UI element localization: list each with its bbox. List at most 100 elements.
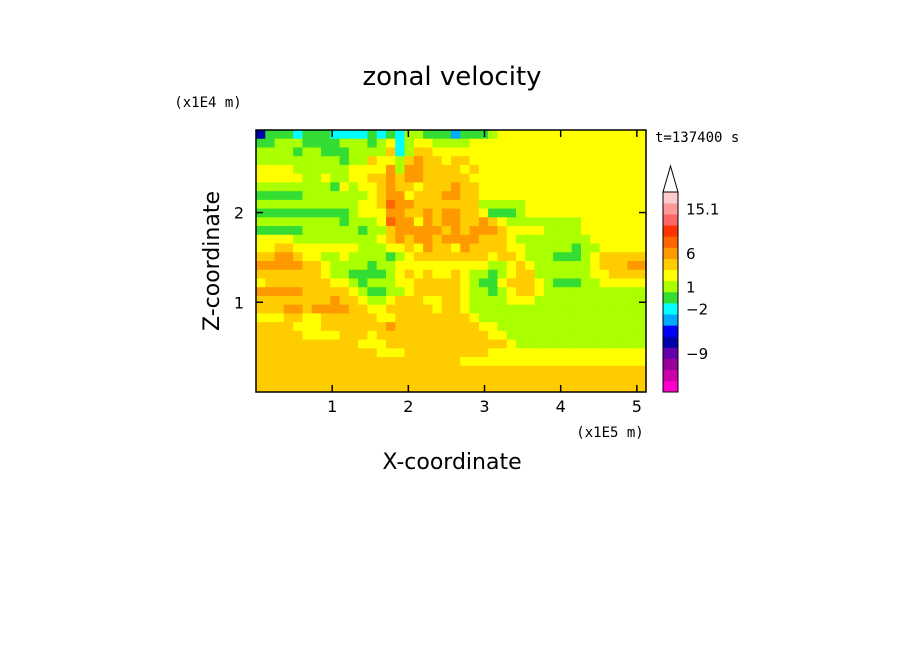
field-cell xyxy=(497,226,508,236)
field-cell xyxy=(618,295,629,306)
field-cell xyxy=(348,164,359,175)
field-cell xyxy=(451,269,461,280)
field-cell xyxy=(478,217,489,227)
field-cell xyxy=(386,348,396,358)
field-cell xyxy=(423,138,434,149)
field-cell xyxy=(283,278,294,288)
field-cell xyxy=(256,374,266,384)
field-cell xyxy=(478,287,489,297)
field-cell xyxy=(581,138,591,149)
field-cell xyxy=(608,226,619,236)
field-cell xyxy=(302,182,313,192)
colorbar-swatch xyxy=(663,347,678,359)
field-cell xyxy=(553,173,564,183)
field-cell xyxy=(543,287,554,297)
field-cell xyxy=(423,164,434,175)
field-cell xyxy=(321,278,331,288)
field-cell xyxy=(376,339,387,349)
field-cell xyxy=(581,322,591,332)
field-cell xyxy=(404,330,415,341)
field-cell xyxy=(608,339,619,349)
field-cell xyxy=(432,374,443,384)
field-cell xyxy=(330,287,341,297)
field-cell xyxy=(460,191,471,201)
field-cell xyxy=(432,243,443,253)
field-cell xyxy=(432,138,443,149)
colorbar-swatch xyxy=(663,225,678,237)
field-cell xyxy=(618,191,629,201)
field-cell xyxy=(423,226,434,236)
field-cell xyxy=(441,339,452,349)
field-cell xyxy=(460,295,471,306)
field-cell xyxy=(571,365,582,376)
field-cell xyxy=(432,330,443,341)
field-cell xyxy=(618,374,629,384)
field-cell xyxy=(581,164,591,175)
field-cell xyxy=(608,374,619,384)
field-cell xyxy=(543,322,554,332)
field-cell xyxy=(386,173,396,183)
field-cell xyxy=(358,173,369,183)
field-cell xyxy=(423,295,434,306)
field-cell xyxy=(488,357,499,367)
field-cell xyxy=(339,234,350,245)
field-cell xyxy=(581,252,591,262)
field-cell xyxy=(256,217,266,227)
field-cell xyxy=(441,322,452,332)
field-cell xyxy=(608,322,619,332)
field-cell xyxy=(553,365,564,376)
field-cell xyxy=(367,304,378,314)
field-cell xyxy=(441,130,452,140)
field-cell xyxy=(478,330,489,341)
field-cell xyxy=(293,357,304,367)
field-cell xyxy=(386,208,396,218)
field-cell xyxy=(413,295,424,306)
field-cell xyxy=(506,243,517,253)
field-cell xyxy=(283,252,294,262)
field-cell xyxy=(330,156,341,166)
field-cell xyxy=(506,365,517,376)
field-cell xyxy=(330,138,341,149)
field-cell xyxy=(590,330,601,341)
field-cell xyxy=(478,278,489,288)
field-cell xyxy=(451,243,461,253)
field-cell xyxy=(562,191,573,201)
field-cell xyxy=(376,147,387,157)
field-cell xyxy=(432,217,443,227)
field-cell xyxy=(618,339,629,349)
field-cell xyxy=(330,374,341,384)
field-cell xyxy=(274,138,285,149)
field-cell xyxy=(283,348,294,358)
field-cell xyxy=(302,252,313,262)
field-cell xyxy=(404,130,415,140)
field-cell xyxy=(358,191,369,201)
field-cell xyxy=(590,374,601,384)
field-cell xyxy=(265,365,276,376)
field-cell xyxy=(460,313,471,323)
field-cell xyxy=(478,147,489,157)
field-cell xyxy=(404,357,415,367)
field-cell xyxy=(432,365,443,376)
field-cell xyxy=(488,278,499,288)
field-cell xyxy=(608,182,619,192)
field-cell xyxy=(562,339,573,349)
field-cell xyxy=(265,357,276,367)
x-tick-label: 4 xyxy=(556,397,566,416)
field-cell xyxy=(256,234,266,245)
field-cell xyxy=(441,374,452,384)
field-cell xyxy=(367,383,378,393)
field-cell xyxy=(274,147,285,157)
field-cell xyxy=(367,269,378,280)
field-cell xyxy=(386,234,396,245)
field-cell xyxy=(516,182,526,192)
field-cell xyxy=(395,357,406,367)
field-cell xyxy=(581,130,591,140)
field-cell xyxy=(460,339,471,349)
field-cell xyxy=(608,156,619,166)
field-cell xyxy=(311,374,322,384)
field-cell xyxy=(469,243,480,253)
field-cell xyxy=(404,217,415,227)
field-cell xyxy=(571,234,582,245)
field-cell xyxy=(441,182,452,192)
field-cell xyxy=(358,138,369,149)
